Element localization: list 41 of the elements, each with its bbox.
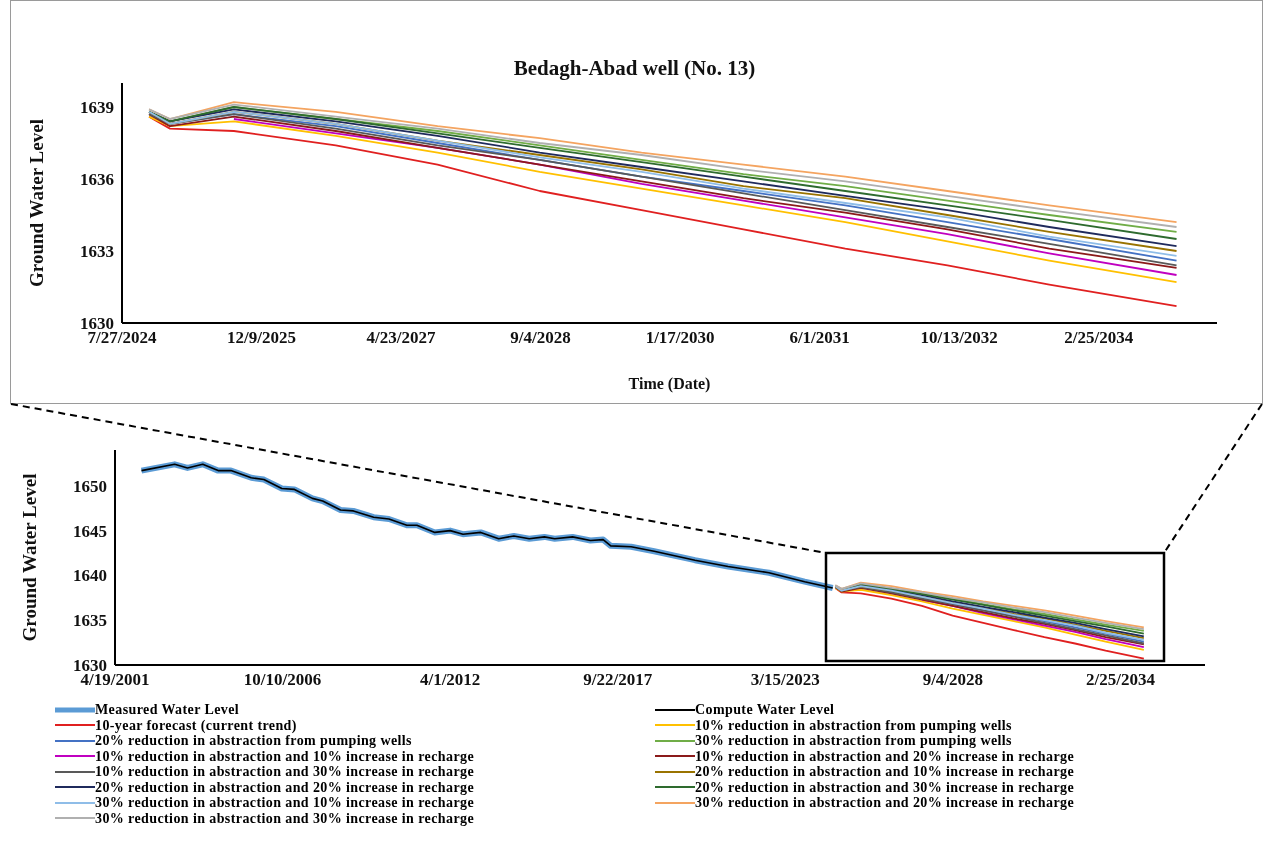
y-axis-title: Ground Water Level — [18, 473, 40, 642]
x-axis-title: Time (Date) — [628, 375, 711, 393]
x-tick-label: 9/4/2028 — [510, 328, 571, 348]
legend-label: 10% reduction in abstraction and 30% increase in recharge — [95, 764, 475, 780]
legend-label: 10-year forecast (current trend) — [95, 717, 297, 733]
legend-label: 10% reduction in abstraction and 10% increase in recharge — [95, 748, 475, 764]
y-tick-label: 1650 — [73, 476, 107, 496]
legend-label: 10% reduction in abstraction and 20% increase in recharge — [695, 748, 1075, 764]
legend-label: Compute Water Level — [695, 702, 835, 718]
x-tick-label: 4/23/2027 — [366, 328, 437, 348]
y-tick-label: 1633 — [80, 242, 114, 262]
y-tick-label: 1636 — [80, 170, 114, 190]
y-axis-title: Ground Water Level — [25, 119, 47, 287]
x-tick-label: 10/13/2032 — [920, 328, 998, 348]
legend-label: 10% reduction in abstraction from pumping wells — [695, 717, 1012, 733]
x-tick-label: 12/9/2025 — [227, 328, 296, 348]
x-tick-label: 4/1/2012 — [419, 670, 481, 690]
legend-label: 20% reduction in abstraction and 20% increase in recharge — [95, 779, 475, 795]
x-tick-label: 6/1/2031 — [789, 328, 850, 348]
legend-label: 30% reduction in abstraction from pumping wells — [695, 733, 1012, 749]
x-tick-label: 7/27/2024 — [87, 328, 157, 348]
x-tick-label: 2/25/2034 — [1064, 328, 1134, 348]
legend-label: 20% reduction in abstraction and 10% increase in recharge — [695, 764, 1075, 780]
legend-label: 30% reduction in abstraction and 10% increase in recharge — [95, 795, 475, 811]
x-tick-label: 9/22/2017 — [583, 670, 653, 690]
x-tick-label: 2/25/2034 — [1085, 670, 1156, 690]
legend-label: 30% reduction in abstraction and 30% increase in recharge — [95, 810, 475, 826]
y-tick-label: 1640 — [73, 566, 107, 586]
y-tick-label: 1645 — [73, 521, 107, 541]
x-tick-label: 3/15/2023 — [750, 670, 820, 690]
x-tick-label: 1/17/2030 — [645, 328, 715, 348]
y-tick-label: 1639 — [80, 98, 114, 118]
x-tick-label: 10/10/2006 — [243, 670, 322, 690]
chart-title: Bedagh-Abad well (No. 13) — [512, 56, 757, 81]
legend-label: Measured Water Level — [95, 702, 240, 718]
legend-label: 20% reduction in abstraction from pumping wells — [95, 733, 412, 749]
legend-label: 20% reduction in abstraction and 30% increase in recharge — [695, 779, 1075, 795]
x-tick-label: 9/4/2028 — [922, 670, 984, 690]
y-tick-label: 1635 — [73, 611, 107, 631]
x-tick-label: 4/19/2001 — [80, 670, 150, 690]
legend-label: 30% reduction in abstraction and 20% increase in recharge — [695, 795, 1075, 811]
